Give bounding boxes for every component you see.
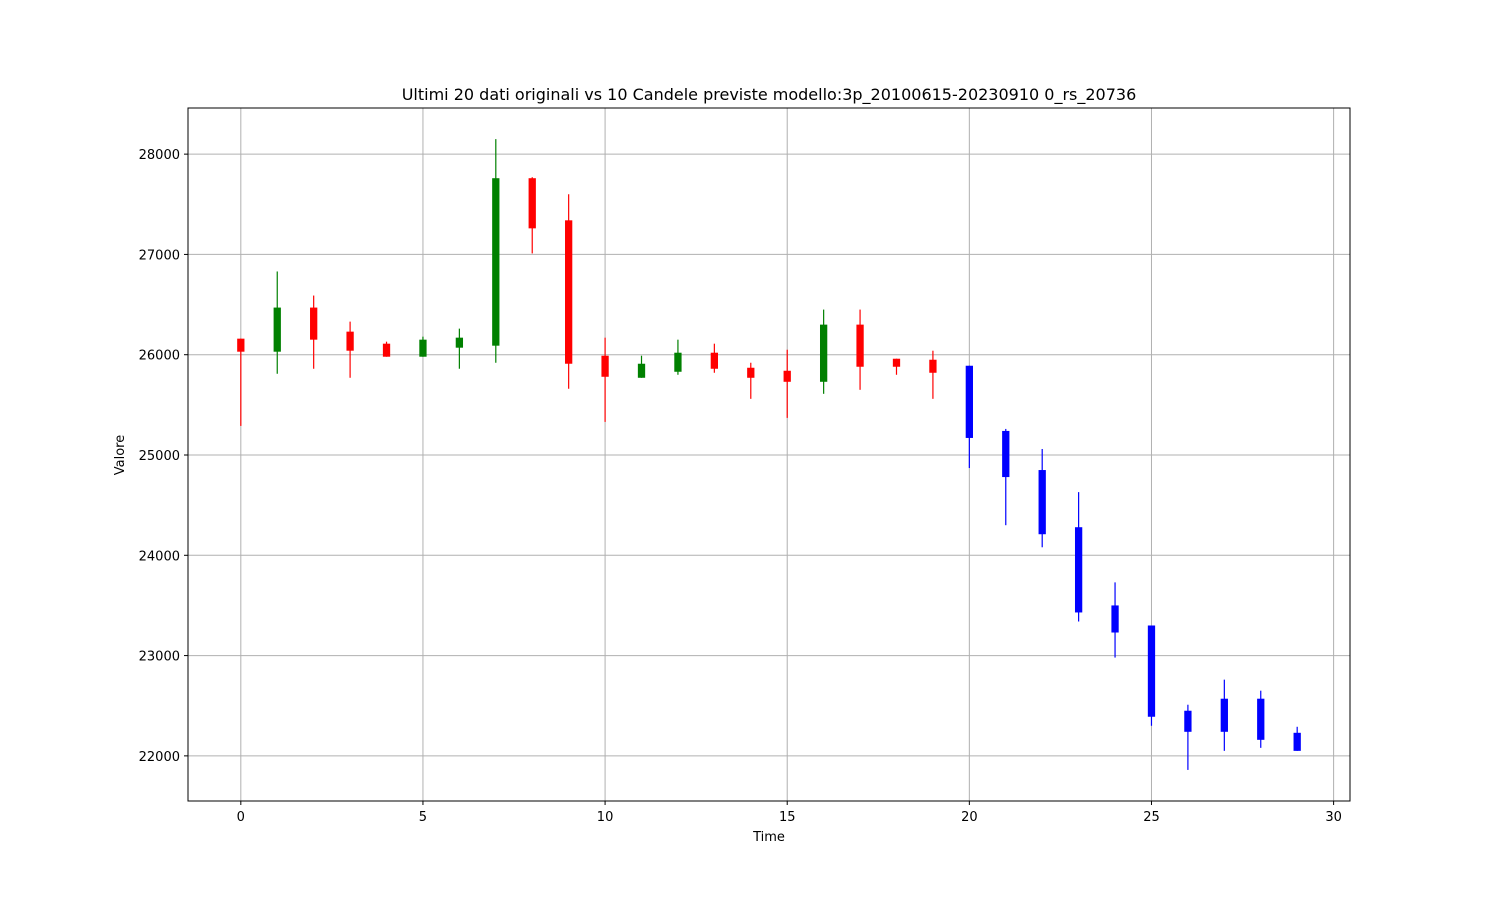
candle-body [601, 355, 609, 377]
candle-body [710, 352, 719, 369]
candle-body [492, 178, 500, 346]
candle-body [965, 365, 973, 438]
candle-body [1074, 527, 1083, 613]
candle-body [819, 324, 828, 382]
candle-body [310, 307, 318, 340]
candle-body [637, 363, 646, 378]
candle-body [856, 324, 864, 367]
candle-body [565, 220, 573, 364]
candle-body [674, 352, 682, 372]
candle-body [929, 359, 937, 373]
chart-title: Ultimi 20 dati originali vs 10 Candele p… [402, 85, 1137, 105]
y-tick-label: 28000 [139, 148, 180, 163]
candle-body [455, 337, 464, 348]
candle-body [783, 370, 791, 382]
y-tick-label: 24000 [139, 549, 180, 564]
candle-body [1147, 625, 1156, 717]
candle-body [1111, 605, 1119, 633]
plot-frame [187, 107, 1351, 802]
candle-body [1002, 430, 1010, 478]
candle-body [892, 358, 901, 367]
y-tick-label: 23000 [139, 650, 180, 665]
candle-body [1293, 732, 1301, 751]
x-tick-label: 5 [419, 810, 427, 825]
x-tick-label: 10 [597, 810, 614, 825]
x-tick-label: 25 [1143, 810, 1160, 825]
x-tick-label: 30 [1325, 810, 1342, 825]
candle-body [1184, 710, 1192, 732]
candle-body [237, 338, 245, 352]
candle-body [419, 339, 427, 357]
candle-body [1220, 698, 1228, 732]
x-tick-label: 15 [779, 810, 796, 825]
candle-body [273, 307, 281, 352]
candle-body [528, 178, 536, 229]
y-tick-label: 26000 [139, 349, 180, 364]
x-tick-label: 0 [237, 810, 245, 825]
candle-body [346, 331, 354, 351]
y-tick-label: 22000 [139, 750, 180, 765]
y-tick-label: 25000 [139, 449, 180, 464]
x-axis-label: Time [752, 830, 785, 845]
y-tick-label: 27000 [139, 248, 180, 263]
candle-body [1038, 470, 1046, 535]
candle-body [1257, 698, 1265, 740]
candle-body [747, 367, 755, 378]
candle-body [382, 343, 391, 357]
x-tick-label: 20 [961, 810, 978, 825]
y-axis-label: Valore [113, 435, 128, 475]
